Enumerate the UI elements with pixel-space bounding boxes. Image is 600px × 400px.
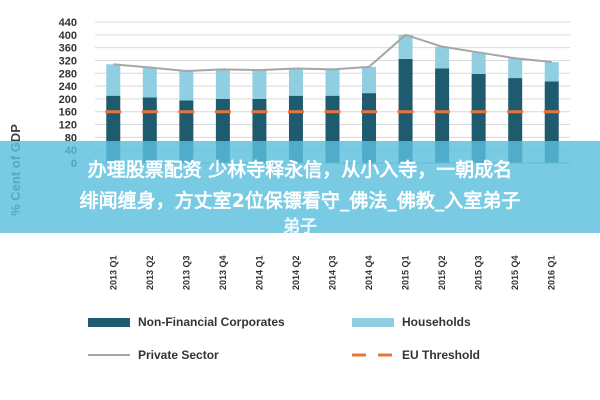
legend-item-eu-threshold: EU Threshold (352, 348, 480, 362)
bar-households (471, 52, 486, 74)
legend-label: Non-Financial Corporates (138, 315, 285, 329)
x-tick-label: 2015 Q3 (474, 255, 484, 290)
x-tick-label: 2013 Q3 (181, 255, 191, 290)
y-tick-label: 400 (59, 30, 77, 42)
overlay-line-1: 办理股票配资 少林寺释永信，从小入寺，一朝成名 (87, 159, 513, 181)
legend-item-non-financial-corporates: Non-Financial Corporates (88, 315, 285, 329)
x-tick-label: 2014 Q4 (364, 255, 374, 290)
x-tick-label: 2016 Q1 (547, 255, 557, 290)
x-tick-label: 2014 Q3 (328, 255, 338, 290)
line-private-sector (113, 33, 552, 73)
x-tick-label: 2014 Q1 (254, 255, 264, 290)
y-tick-label: 440 (59, 17, 77, 29)
y-tick-label: 120 (59, 120, 77, 132)
legend-swatch (352, 318, 394, 327)
bar-households (252, 70, 267, 99)
x-tick-label: 2014 Q2 (291, 255, 301, 290)
legend-label: Households (402, 315, 471, 329)
y-tick-label: 320 (59, 55, 77, 67)
overlay-line-3: 弟子 (283, 217, 317, 237)
x-tick-label: 2015 Q2 (437, 255, 447, 290)
bar-households (544, 62, 559, 82)
x-tick-label: 2013 Q2 (145, 255, 155, 290)
y-tick-label: 360 (59, 43, 77, 55)
overlay-banner: 办理股票配资 少林寺释永信，从小入寺，一朝成名 绯闻缠身，方丈室2位保镖看守_佛… (0, 141, 600, 237)
bar-households (179, 71, 194, 101)
y-tick-label: 200 (59, 94, 77, 106)
bar-households (325, 69, 340, 96)
legend-label: Private Sector (138, 348, 219, 362)
y-tick-label: 280 (59, 68, 77, 80)
bar-households (288, 68, 303, 96)
bar-households (398, 34, 413, 59)
legend: Non-Financial Corporates Households Privat… (88, 315, 480, 362)
legend-swatch (88, 318, 130, 327)
bar-non-financial-corporates (471, 73, 486, 163)
bar-households (215, 69, 230, 99)
x-tick-label: 2013 Q1 (108, 255, 118, 290)
x-tick-label: 2015 Q1 (401, 255, 411, 290)
legend-item-households: Households (352, 315, 471, 329)
y-tick-label: 240 (59, 81, 77, 93)
bar-non-financial-corporates (435, 68, 450, 163)
x-tick-label: 2015 Q4 (510, 255, 520, 290)
y-tick-label: 160 (59, 107, 77, 119)
legend-item-private-sector: Private Sector (88, 348, 219, 362)
legend-label: EU Threshold (402, 348, 480, 362)
x-tick-label: 2013 Q4 (218, 255, 228, 290)
bar-households (435, 46, 450, 69)
overlay-line-2: 绯闻缠身，方丈室2位保镖看守_佛法_佛教_入室弟子 (79, 190, 521, 212)
bar-households (142, 67, 157, 98)
bar-households (362, 66, 377, 94)
bar-households (106, 64, 121, 96)
bar-households (508, 58, 523, 79)
series-lines (105, 33, 560, 114)
